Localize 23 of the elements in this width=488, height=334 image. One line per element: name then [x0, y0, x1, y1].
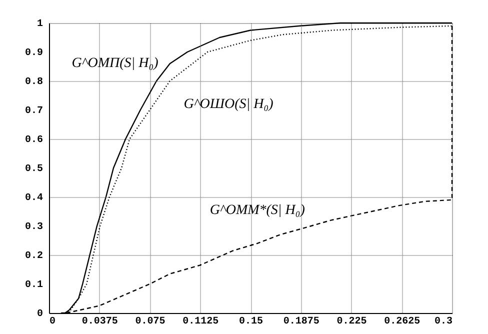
y-tick-label: 0.9 [24, 48, 43, 59]
y-tick-label: 0.8 [24, 77, 43, 88]
y-tick-label: 0.4 [24, 193, 43, 204]
x-tick-label: 0.0375 [82, 316, 118, 328]
y-tick-label: 0.1 [24, 280, 43, 291]
x-tick-label: 0.075 [135, 316, 166, 328]
y-tick-label: 0 [36, 309, 43, 320]
y-tick-label: 0.5 [24, 164, 43, 175]
x-tick-label: 0 [50, 316, 56, 328]
x-tick-label: 0.1125 [182, 316, 219, 328]
x-tick-label: 0.2625 [384, 316, 420, 328]
annotation: G^ОММ*(S| H₀) [210, 202, 306, 218]
y-tick-label: 0.3 [24, 222, 43, 233]
y-tick-label: 0.7 [24, 106, 43, 117]
x-tick-label: 0.3 [434, 316, 452, 328]
x-tick-label: 0.225 [336, 316, 367, 328]
y-tick-label: 0.6 [24, 135, 43, 146]
y-tick-label: 0.2 [24, 251, 43, 262]
annotation: G^ОШО(S| H₀) [184, 97, 274, 112]
y-tick-label: 1 [36, 19, 43, 30]
x-tick-label: 0.1875 [283, 316, 320, 328]
annotation: G^ОМП(S| H₀) [72, 56, 159, 71]
x-tick-label: 0.15 [238, 316, 264, 328]
